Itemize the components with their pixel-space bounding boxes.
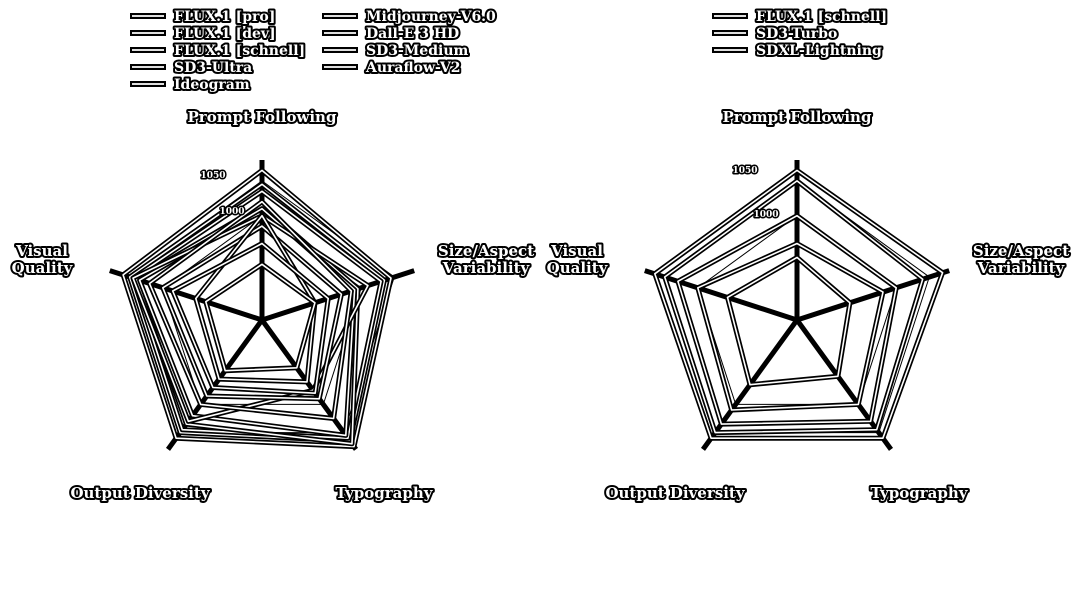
tick-label: 1050 — [200, 171, 225, 181]
legend-entry: FLUX.1 [schnell] — [130, 41, 307, 61]
legend-entry: SD3-Medium — [322, 41, 470, 61]
axis-label: Prompt Following — [188, 108, 337, 126]
series-polygon — [122, 169, 392, 448]
legend-label: Dall-E 3 HD — [366, 26, 459, 42]
legend-entry: FLUX.1 [pro] — [130, 7, 277, 27]
series-polygon — [132, 214, 369, 423]
series-polygon — [171, 242, 330, 395]
series-polygon — [128, 183, 386, 442]
axis-label: Prompt Following — [723, 108, 872, 126]
series-1-3 — [695, 241, 886, 413]
legend-entry: Ideogram — [130, 75, 252, 95]
legend-label: Ideogram — [174, 77, 250, 93]
legend-label: FLUX.1 [schnell] — [756, 9, 887, 25]
series-polygon — [195, 214, 316, 383]
tick-label: 1000 — [219, 207, 244, 217]
series-1-4 — [725, 254, 853, 388]
legend-label: SDXL-Lightning — [756, 43, 882, 59]
axis-label: Visual Quality — [12, 242, 74, 277]
series-0-1 — [127, 181, 387, 444]
series-1-2 — [675, 213, 899, 427]
legend-entry: SD3-Turbo — [712, 24, 839, 44]
tick-label: 1050 — [732, 166, 757, 176]
axis-label: Output Diversity — [70, 484, 210, 502]
legend-label: FLUX.1 [pro] — [174, 9, 275, 25]
series-0-0 — [120, 167, 394, 450]
axis-label: Size/Aspect Variability — [438, 242, 534, 277]
legend-entry: Auraflow-V2 — [322, 58, 462, 78]
series-polygon — [148, 200, 353, 420]
axis-label: Output Diversity — [605, 484, 745, 502]
legend-label: FLUX.1 [dev] — [174, 26, 276, 42]
legend-label: SD3-Turbo — [756, 26, 837, 42]
radar-chart-left: 1050 1000 Prompt Following Size/Aspect Varia… — [10, 7, 537, 504]
axis-label: Visual Quality — [547, 242, 609, 277]
legend-label: FLUX.1 [schnell] — [174, 43, 305, 59]
axis-label: Size/Aspect Variability — [973, 242, 1069, 277]
axis-spoke-2 — [259, 318, 359, 451]
series-polygon — [162, 225, 343, 400]
series-0-5 — [130, 213, 371, 424]
axis-label: Typography — [871, 484, 969, 502]
series-0-7 — [160, 223, 344, 402]
series-0-8 — [193, 213, 318, 385]
axis-label: Typography — [336, 484, 434, 502]
tick-label: 1000 — [753, 210, 778, 220]
legend-entry: SD3-Ultra — [130, 58, 254, 78]
series-0-9 — [170, 241, 331, 396]
legend-entry: Dall-E 3 HD — [322, 24, 461, 44]
series-1-1 — [662, 178, 926, 436]
series-polygon — [696, 242, 884, 411]
legend-entry: FLUX.1 [schnell] — [712, 7, 889, 27]
legend-entry: Midjourney-V6.0 — [322, 7, 498, 27]
series-0-10 — [203, 261, 318, 374]
legend-label: SD3-Ultra — [174, 60, 252, 76]
series-polygon — [677, 214, 898, 425]
axis-spoke-4 — [644, 268, 798, 323]
legend-label: SD3-Medium — [366, 43, 468, 59]
legend-entry: SDXL-Lightning — [712, 41, 884, 61]
series-1-0 — [652, 167, 946, 441]
series-polygon — [663, 180, 924, 434]
series-polygon — [653, 169, 944, 440]
legend-label: Auraflow-V2 — [365, 60, 460, 76]
radar-chart-right: 1050 1000 Prompt Following Size/Aspect Varia… — [545, 7, 1072, 504]
series-polygon — [205, 263, 316, 372]
legend-label: Midjourney-V6.0 — [366, 9, 496, 25]
series-polygon — [726, 256, 851, 386]
legend-entry: FLUX.1 [dev] — [130, 24, 278, 44]
series-0-6 — [147, 199, 354, 421]
